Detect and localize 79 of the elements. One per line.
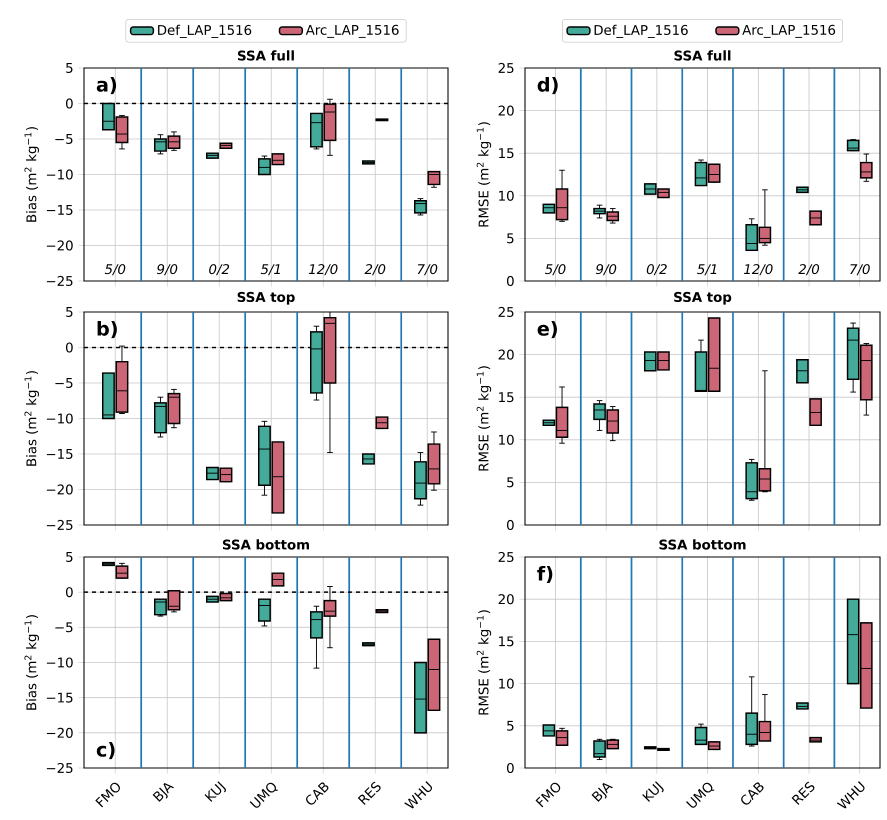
y-tick-label: 5 <box>66 552 72 562</box>
y-tick-label: −5 <box>55 622 72 632</box>
x-tick-label: BJA <box>592 783 613 802</box>
y-tick-label: 15 <box>499 148 514 158</box>
y-axis-title: Bias (m$^{2}$ kg$^{−1}$) <box>24 127 39 222</box>
y-tick-label: 5 <box>507 477 514 488</box>
y-tick-label: 25 <box>498 552 514 562</box>
annotation: 9/0 <box>596 264 616 276</box>
annotation: 9/0 <box>157 264 178 276</box>
annotation: 0/2 <box>209 264 230 276</box>
annotation: b) <box>98 320 117 338</box>
annotation: a) <box>96 76 116 94</box>
legend-label: Def_LAP_1516 <box>158 24 252 38</box>
y-tick-label: 5 <box>507 720 514 731</box>
y-axis-title: Bias (m$^{2}$ kg$^{−1}$) <box>24 371 39 466</box>
annotation: f) <box>537 566 552 584</box>
y-tick-label: −25 <box>46 762 72 774</box>
annotation: 7/0 <box>850 264 870 276</box>
annotation: 2/0 <box>364 264 386 276</box>
legend-label: Def_LAP_1516 <box>594 24 688 38</box>
legend-label: Arc_LAP_1516 <box>306 24 399 38</box>
x-tick-label: KUJ <box>204 781 226 802</box>
y-tick-label: 20 <box>498 594 514 604</box>
y-tick-label: 20 <box>498 106 514 116</box>
y-tick-label: −20 <box>46 240 73 251</box>
annotation: c) <box>96 742 115 760</box>
y-tick-label: 0 <box>507 276 514 286</box>
y-tick-label: 10 <box>499 434 514 445</box>
y-axis-title: RMSE (m$^{2}$ kg$^{−1}$) <box>476 610 492 715</box>
annotation: 0/2 <box>646 264 667 276</box>
annotation: 12/0 <box>744 264 773 276</box>
annotation: 7/0 <box>418 264 438 276</box>
annotation: 5/1 <box>260 264 280 276</box>
y-tick-label: 0 <box>507 520 514 530</box>
chart-title: SSA top <box>238 292 295 305</box>
y-tick-label: 0 <box>66 587 73 598</box>
y-axis-title: RMSE (m$^{2}$ kg$^{−1}$) <box>476 366 492 471</box>
chart-title: SSA top <box>674 292 732 305</box>
y-tick-label: 25 <box>498 306 514 318</box>
y-tick-label: 25 <box>498 62 514 74</box>
chart-title: SSA bottom <box>222 539 309 550</box>
y-tick-label: 5 <box>507 233 514 244</box>
y-tick-label: −5 <box>55 134 72 144</box>
y-tick-label: 10 <box>499 678 514 689</box>
y-tick-label: 0 <box>66 342 73 353</box>
y-tick-label: −20 <box>46 484 73 495</box>
y-tick-label: −10 <box>46 169 73 180</box>
chart-title: SSA full <box>674 50 730 61</box>
annotation: e) <box>538 320 557 338</box>
annotation: 5/1 <box>697 264 716 276</box>
y-tick-label: −15 <box>46 692 72 703</box>
y-tick-label: 0 <box>507 762 514 774</box>
annotation: 12/0 <box>308 264 338 276</box>
y-tick-label: −5 <box>55 378 72 388</box>
annotation: 5/0 <box>544 264 566 276</box>
y-axis-title: Bias (m$^{2}$ kg$^{−1}$) <box>24 615 39 710</box>
y-tick-label: −25 <box>46 520 72 530</box>
y-tick-label: 5 <box>66 307 72 317</box>
legend-label: Arc_LAP_1516 <box>742 24 836 38</box>
annotation: 2/0 <box>798 264 820 276</box>
y-tick-label: 20 <box>498 350 514 360</box>
y-axis-title: RMSE (m$^{2}$ kg$^{−1}$) <box>476 122 492 227</box>
annotation: d) <box>538 76 558 94</box>
y-tick-label: −15 <box>46 449 72 459</box>
y-tick-label: 5 <box>66 63 72 73</box>
y-tick-label: −25 <box>46 276 72 286</box>
y-tick-label: −15 <box>46 205 72 215</box>
y-tick-label: −10 <box>46 657 73 668</box>
y-tick-label: 15 <box>499 636 514 646</box>
y-tick-label: 10 <box>499 190 514 201</box>
y-tick-label: −20 <box>46 728 73 738</box>
y-tick-label: −10 <box>46 413 73 424</box>
chart-title: SSA bottom <box>659 539 746 550</box>
chart-title: SSA full <box>238 50 294 61</box>
y-tick-label: 0 <box>66 98 73 109</box>
annotation: 5/0 <box>104 264 126 276</box>
x-tick-label: BJA <box>152 783 174 802</box>
x-tick-label: KUJ <box>642 781 664 802</box>
y-tick-label: 15 <box>499 392 514 402</box>
